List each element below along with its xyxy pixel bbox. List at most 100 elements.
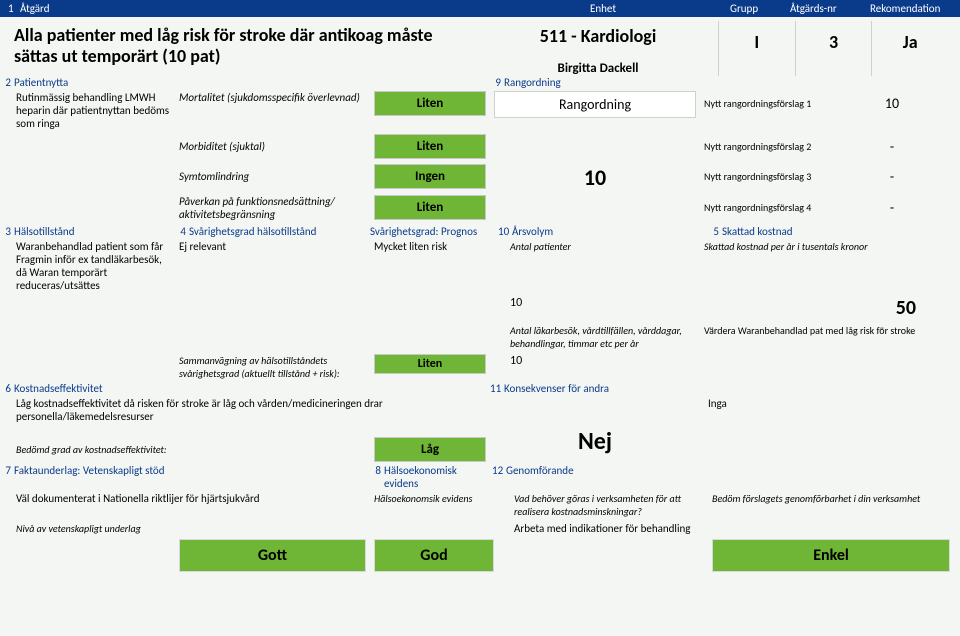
metric-row-2: Morbiditet (sjuktal) Liten Nytt rangordn… <box>0 132 960 162</box>
s12-a-row: Nivå av vetenskapligt underlag Arbeta me… <box>0 520 960 537</box>
person-name: Birgitta Dackell <box>478 61 718 76</box>
m1-rank-val: 10 <box>838 89 946 132</box>
page-title: Alla patienter med låg risk för stroke d… <box>0 21 478 76</box>
sec3-body-row: Waranbehandlad patient som får Fragmin i… <box>0 238 960 294</box>
s12-a: Arbeta med indikationer för behandling <box>498 520 708 537</box>
sec-2-9-head: 2 Patientnytta 9 Rangordning <box>0 76 960 89</box>
s10-v1: 10 <box>490 294 700 322</box>
header-atgard: Åtgärd <box>16 2 586 15</box>
s11-r: Inga <box>700 395 946 425</box>
prog-body: Mycket liten risk <box>370 238 490 294</box>
sec2-body: Rutinmässig behandling LMWH heparin där … <box>0 89 175 132</box>
s5-l1: Skattad kostnad per år i tusentals krono… <box>700 238 946 294</box>
sec2-num: 2 <box>0 76 14 89</box>
m4-label: Påverkan på funktionsnedsättning/ aktivi… <box>175 193 370 223</box>
sec4-head: Svårighetsgrad hälsotillstånd <box>189 225 370 238</box>
m2-rank-val: - <box>838 132 946 162</box>
sec7-num: 7 <box>0 464 14 490</box>
table-header: 1 Åtgärd Enhet Grupp Åtgärds-nr Rekomend… <box>0 0 960 17</box>
m3-mid: 10 <box>490 162 700 193</box>
sec10-head: Årsvolym <box>512 225 708 238</box>
sec8-head: Hälsoekonomisk evidens <box>384 464 492 490</box>
sec6-grad-row: Bedömd grad av kostnadseffektivitet: Låg… <box>0 425 960 464</box>
sec7-head: Faktaunderlag: Vetenskapligt stöd <box>14 464 370 490</box>
m4-rank-label: Nytt rangordningsförslag 4 <box>700 193 838 223</box>
unit-name: 511 - Kardiologi <box>478 21 718 47</box>
sec12-num: 12 <box>492 464 506 490</box>
header-atgnr: Åtgärds-nr <box>786 2 866 15</box>
metric-row-3: Symtomlindring Ingen 10 Nytt rangordning… <box>0 162 960 193</box>
rang-label: Rangordning <box>494 91 696 118</box>
s10-l2-row: Antal läkarbesök, vårdtillfällen, vårdda… <box>0 322 960 352</box>
metric-row-4: Påverkan på funktionsnedsättning/ aktivi… <box>0 193 960 223</box>
samman-label: Sammanvägning av hälsotillståndets svåri… <box>175 352 370 382</box>
sec11-head: Konsekvenser för andra <box>504 382 609 395</box>
m3-label: Symtomlindring <box>175 162 370 193</box>
sec8-num: 8 <box>370 464 384 490</box>
samman-value: Liten <box>374 354 486 374</box>
m4-value: Liten <box>374 195 486 220</box>
sec7-body-row: Väl dokumenterat i Nationella riktlijer … <box>0 490 960 520</box>
sec6-body-row: Låg kostnadseffektivitet då risken för s… <box>0 395 960 425</box>
sec-7-12-head: 7 Faktaunderlag: Vetenskapligt stöd 8 Hä… <box>0 464 960 490</box>
sec-3-5-head: 3 Hälsotillstånd 4 Svårighetsgrad hälsot… <box>0 225 960 238</box>
s12-val: Enkel <box>712 539 950 572</box>
sec-6-11-head: 6 Kostnadseffektivitet 11 Konsekvenser f… <box>0 382 960 395</box>
s10-l2: Antal läkarbesök, vårdtillfällen, vårdda… <box>490 322 700 352</box>
prog-head: Svårighetsgrad: Prognos <box>370 225 498 238</box>
s5-l2: Värdera Waranbehandlad pat med låg risk … <box>700 322 946 352</box>
sec6-grad: Bedömd grad av kostnadseffektivitet: <box>0 425 175 464</box>
m3-rank-label: Nytt rangordningsförslag 3 <box>700 162 838 193</box>
sec6-body: Låg kostnadseffektivitet då risken för s… <box>0 395 490 425</box>
sec6-head: Kostnadseffektivitet <box>14 382 490 395</box>
m2-label: Morbiditet (sjuktal) <box>175 132 370 162</box>
sec9-head: Rangordning <box>504 76 561 89</box>
header-rek: Rekomendation <box>866 2 956 15</box>
sec3-head: Hälsotillstånd <box>14 225 175 238</box>
metric-row-1: Rutinmässig behandling LMWH heparin där … <box>0 89 960 132</box>
m4-rank-val: - <box>838 193 946 223</box>
sec2-head: Patientnytta <box>14 76 490 89</box>
m2-value: Liten <box>374 134 486 159</box>
rek-value: Ja <box>871 21 948 76</box>
grupp-value: I <box>718 21 795 76</box>
sec10-num: 10 <box>498 225 512 238</box>
s10-v2: 10 <box>490 352 700 382</box>
sec7-lev: Nivå av vetenskapligt underlag <box>0 520 370 537</box>
sec3-body: Waranbehandlad patient som får Fragmin i… <box>0 238 175 294</box>
sec4-body: Ej relevant <box>175 238 370 294</box>
sec4-num: 4 <box>175 225 189 238</box>
atgnr-value: 3 <box>795 21 872 76</box>
sec5-head: Skattad kostnad <box>722 225 793 238</box>
m3-value: Ingen <box>374 164 486 189</box>
s5-v1: 50 <box>700 294 946 322</box>
summary-boxes: I 3 Ja <box>718 21 948 76</box>
s12-q: Vad behöver göras i verksamheten för att… <box>498 490 708 520</box>
sec9-num: 9 <box>490 76 504 89</box>
sheet: 1 Åtgärd Enhet Grupp Åtgärds-nr Rekomend… <box>0 0 960 574</box>
m1-label: Mortalitet (sjukdomsspecifik överlevnad) <box>175 89 370 132</box>
bottom-row: Gott God Enkel <box>0 537 960 574</box>
s12-r: Bedöm förslagets genomförbarhet i din ve… <box>708 490 954 520</box>
m1-value: Liten <box>374 91 486 116</box>
sec6-num: 6 <box>0 382 14 395</box>
sec8-val: God <box>374 539 494 572</box>
header-enhet: Enhet <box>586 2 726 15</box>
title-row: Alla patienter med låg risk för stroke d… <box>0 17 960 76</box>
sec12-head: Genomförande <box>506 464 574 490</box>
m3-rank-val: - <box>838 162 946 193</box>
sec3-num: 3 <box>0 225 14 238</box>
m1-rank-label: Nytt rangordningsförslag 1 <box>700 89 838 132</box>
samman-row: Sammanvägning av hälsotillståndets svåri… <box>0 352 960 382</box>
m2-rank-label: Nytt rangordningsförslag 2 <box>700 132 838 162</box>
sec7-body: Väl dokumenterat i Nationella riktlijer … <box>0 490 370 520</box>
sec11-num: 11 <box>490 382 504 395</box>
s11-val: Nej <box>490 425 700 464</box>
header-grupp: Grupp <box>726 2 786 15</box>
unit-block: 511 - Kardiologi Birgitta Dackell <box>478 21 718 76</box>
sec8-body: Hälsoekonomsik evidens <box>370 490 498 520</box>
s10-l1: Antal patienter <box>490 238 700 294</box>
s10-v1-row: 10 50 <box>0 294 960 322</box>
sec6-val: Låg <box>374 437 486 462</box>
sec7-val: Gott <box>179 539 366 572</box>
